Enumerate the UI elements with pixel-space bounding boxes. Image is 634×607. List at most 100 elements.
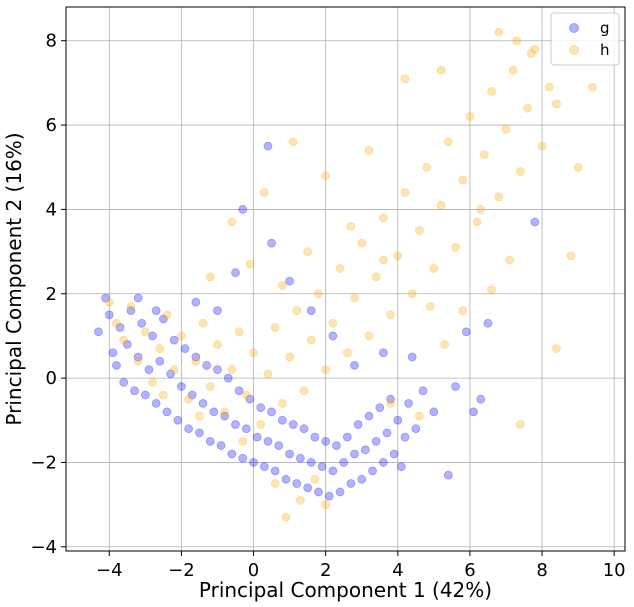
data-point-h xyxy=(158,390,168,400)
data-point-g xyxy=(277,415,287,425)
data-point-g xyxy=(281,474,291,484)
data-point-h xyxy=(371,272,381,282)
legend-marker-h xyxy=(569,45,579,55)
data-point-g xyxy=(270,466,280,476)
data-point-g xyxy=(234,386,244,396)
data-point-g xyxy=(202,361,212,370)
data-point-g xyxy=(108,348,118,358)
data-point-h xyxy=(314,289,323,299)
data-point-g xyxy=(451,382,460,391)
data-point-h xyxy=(386,399,395,408)
data-point-g xyxy=(461,327,471,337)
data-point-h xyxy=(249,348,258,358)
data-point-h xyxy=(487,86,496,96)
data-point-g xyxy=(267,238,276,248)
data-point-h xyxy=(213,339,222,349)
data-point-h xyxy=(104,297,114,307)
series-g xyxy=(94,141,540,501)
data-point-g xyxy=(335,487,345,497)
data-point-h xyxy=(458,306,468,316)
data-point-g xyxy=(231,268,240,278)
data-point-g xyxy=(342,432,352,442)
data-point-h xyxy=(270,479,280,488)
data-point-h xyxy=(508,65,518,75)
data-point-h xyxy=(277,280,287,290)
y-tick-label: −2 xyxy=(30,452,57,473)
data-point-g xyxy=(299,424,309,434)
data-point-h xyxy=(259,188,269,197)
y-tick-label: 6 xyxy=(46,115,57,136)
data-point-g xyxy=(119,377,129,387)
data-point-h xyxy=(472,217,482,227)
data-point-g xyxy=(187,390,197,400)
data-point-g xyxy=(306,306,316,316)
data-point-h xyxy=(479,150,489,159)
data-point-g xyxy=(378,348,388,358)
data-point-g xyxy=(155,356,165,366)
y-axis-label: Principal Component 2 (16%) xyxy=(2,132,26,425)
data-point-g xyxy=(411,424,421,434)
y-tick-label: 0 xyxy=(46,368,57,389)
data-point-g xyxy=(195,428,204,438)
legend-box xyxy=(550,12,620,66)
data-point-g xyxy=(328,331,338,341)
data-point-h xyxy=(537,141,547,151)
data-point-h xyxy=(465,112,475,122)
data-point-g xyxy=(404,399,414,408)
data-point-g xyxy=(133,352,143,362)
data-point-h xyxy=(440,339,450,349)
data-point-h xyxy=(169,365,179,375)
data-point-h xyxy=(126,302,136,311)
data-point-g xyxy=(364,411,374,421)
data-point-h xyxy=(516,420,525,429)
data-point-h xyxy=(573,162,583,172)
data-point-g xyxy=(144,365,154,375)
x-tick-label: 6 xyxy=(464,560,475,581)
data-point-h xyxy=(436,65,446,75)
data-point-h xyxy=(241,390,251,400)
data-point-g xyxy=(256,403,266,413)
data-point-h xyxy=(494,192,504,202)
data-point-h xyxy=(505,255,514,265)
data-point-h xyxy=(220,407,230,417)
data-point-g xyxy=(184,424,194,434)
data-point-g xyxy=(137,318,147,328)
data-point-h xyxy=(378,213,388,223)
data-point-h xyxy=(400,74,410,84)
data-point-g xyxy=(328,466,338,476)
data-point-g xyxy=(216,441,226,450)
grid-lines xyxy=(66,7,625,551)
data-point-g xyxy=(339,458,349,467)
data-point-h xyxy=(436,200,446,210)
x-tick-label: 10 xyxy=(603,560,626,581)
data-point-h xyxy=(281,512,291,522)
data-point-g xyxy=(469,407,478,417)
data-point-h xyxy=(306,335,316,345)
data-point-g xyxy=(303,483,313,493)
x-tick-label: 0 xyxy=(248,560,259,581)
data-point-h xyxy=(512,36,522,46)
legend-marker-g xyxy=(569,23,579,33)
data-point-h xyxy=(429,264,439,273)
data-point-g xyxy=(267,407,276,417)
data-point-g xyxy=(393,415,403,425)
data-point-h xyxy=(148,377,157,387)
data-point-g xyxy=(350,449,359,459)
legend-label-g: g xyxy=(600,19,610,37)
y-tick-label: 4 xyxy=(46,199,57,220)
data-point-h xyxy=(386,310,395,320)
data-point-g xyxy=(443,470,453,480)
data-point-h xyxy=(263,369,273,379)
data-point-g xyxy=(476,394,486,404)
data-point-g xyxy=(112,361,121,370)
data-point-h xyxy=(487,285,496,294)
data-point-h xyxy=(234,327,244,337)
data-point-g xyxy=(241,424,251,434)
data-point-h xyxy=(299,386,309,396)
data-point-g xyxy=(357,474,367,484)
data-point-g xyxy=(205,436,215,446)
data-point-g xyxy=(130,386,139,396)
data-point-h xyxy=(140,327,150,337)
data-point-g xyxy=(104,310,114,320)
